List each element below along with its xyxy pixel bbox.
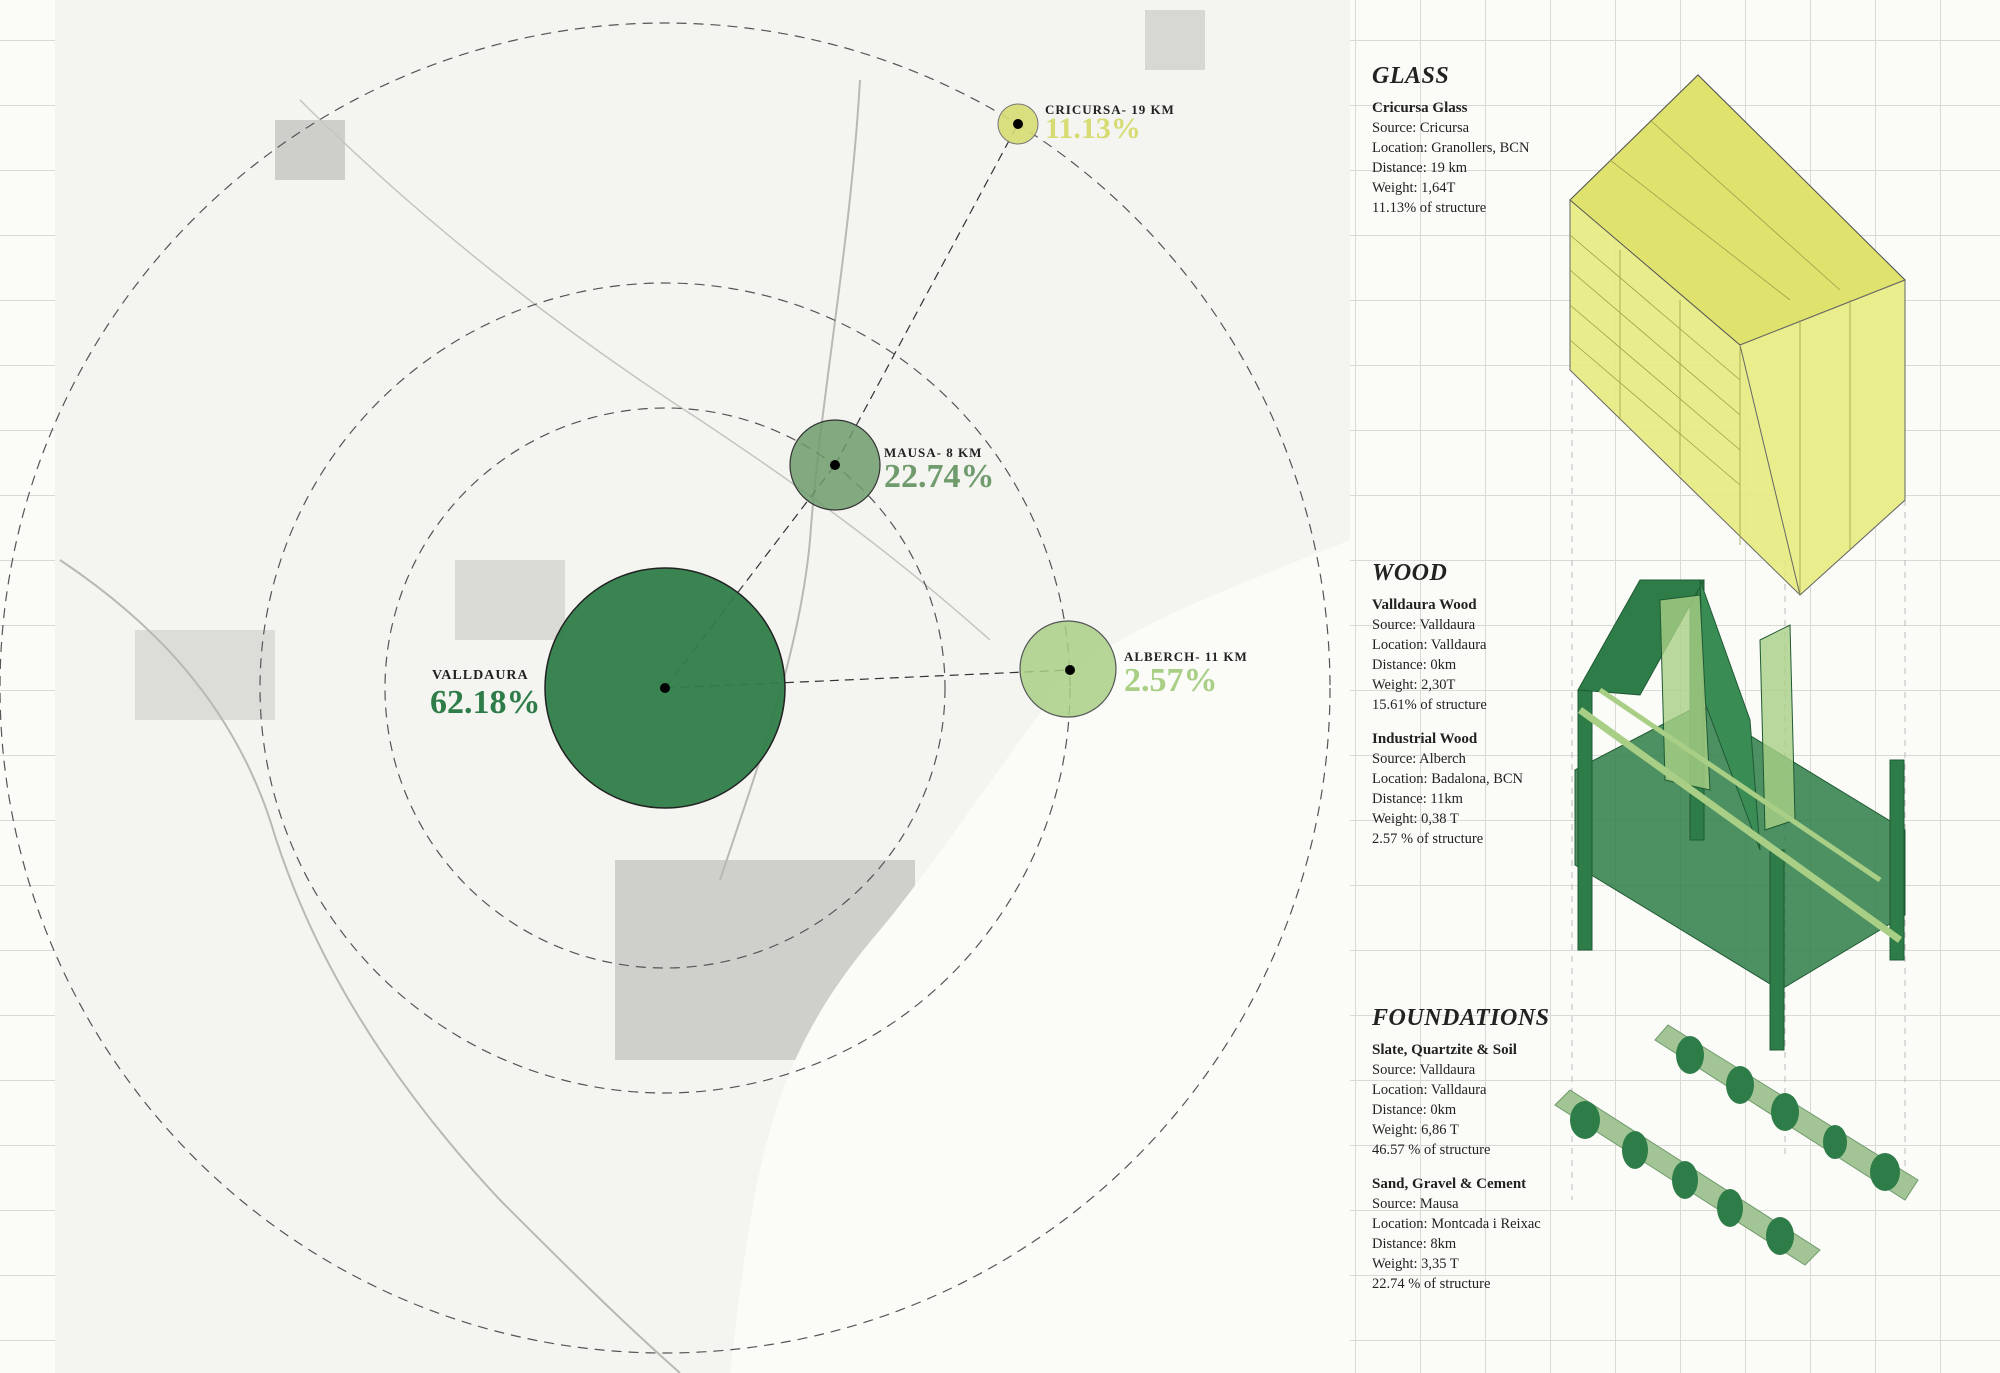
foundations-heading: FOUNDATIONS <box>1372 1005 1550 1031</box>
glass-item-title: Cricursa Glass <box>1372 100 1468 116</box>
wood-item-line: Weight: 0,38 T <box>1372 811 1459 827</box>
wood-item-title: Valldaura Wood <box>1372 597 1477 613</box>
wood-structure-drawing <box>1574 579 1906 1051</box>
alberch-dot <box>1065 665 1075 675</box>
urban-area <box>455 560 565 640</box>
glass-heading: GLASS <box>1372 63 1450 89</box>
distance-ring-outer <box>0 22 1331 1354</box>
wood-item-line: Distance: 0km <box>1372 657 1457 673</box>
alberch-percent: 2.57% <box>1124 662 1218 699</box>
wood-item-line: Weight: 2,30T <box>1372 677 1456 693</box>
valldaura-label: VALLDAURA <box>432 668 529 683</box>
glass-item: Cricursa Glass Source: Cricursa Location… <box>1372 98 1632 218</box>
glass-panel: GLASS Cricursa Glass Source: Cricursa Lo… <box>1372 63 1632 232</box>
wood-item: Valldaura Wood Source: Valldaura Locatio… <box>1372 595 1632 715</box>
foundations-drawing <box>1554 1024 1919 1266</box>
wood-item-line: Location: Valldaura <box>1372 637 1487 653</box>
glass-structure-drawing <box>1569 74 1906 596</box>
foundations-item-title: Slate, Quartzite & Soil <box>1372 1042 1517 1058</box>
wood-item-line: Source: Alberch <box>1372 751 1466 767</box>
road-line <box>299 99 991 641</box>
foundations-item-line: Source: Valldaura <box>1372 1062 1476 1078</box>
foundations-item-line: 22.74 % of structure <box>1372 1276 1491 1292</box>
mausa-percent: 22.74% <box>884 458 995 495</box>
foundations-item-line: Weight: 6,86 T <box>1372 1122 1459 1138</box>
foundations-item-line: Location: Montcada i Reixac <box>1372 1216 1541 1232</box>
foundations-item: Slate, Quartzite & Soil Source: Valldaur… <box>1372 1040 1632 1160</box>
foundations-item-line: 46.57 % of structure <box>1372 1142 1491 1158</box>
line-to-cricursa <box>834 123 1019 466</box>
urban-area <box>135 630 275 720</box>
foundations-item-line: Source: Mausa <box>1372 1196 1459 1212</box>
wood-heading: WOOD <box>1372 560 1448 586</box>
wood-item-title: Industrial Wood <box>1372 731 1478 747</box>
cricursa-percent: 11.13% <box>1045 112 1141 145</box>
foundations-item-title: Sand, Gravel & Cement <box>1372 1176 1527 1192</box>
mausa-label: MAUSA- 8 KM <box>884 445 983 460</box>
wood-item-line: Distance: 11km <box>1372 791 1463 807</box>
cricursa-dot <box>1013 119 1023 129</box>
alberch-label: ALBERCH- 11 KM <box>1124 649 1248 664</box>
glass-item-line: Distance: 19 km <box>1372 160 1468 176</box>
wood-item-line: Location: Badalona, BCN <box>1372 771 1524 787</box>
wood-item: Industrial Wood Source: Alberch Location… <box>1372 729 1632 849</box>
distance-ring-inner <box>384 407 946 969</box>
foundations-item-line: Distance: 8km <box>1372 1236 1457 1252</box>
glass-item-line: Location: Granollers, BCN <box>1372 140 1530 156</box>
wood-item-line: Source: Valldaura <box>1372 617 1476 633</box>
cricursa-label: CRICURSA- 19 KM <box>1045 102 1175 117</box>
mausa-dot <box>830 460 840 470</box>
foundations-panel: FOUNDATIONS Slate, Quartzite & Soil Sour… <box>1372 1005 1632 1308</box>
foundations-item-line: Weight: 3,35 T <box>1372 1256 1459 1272</box>
sea-area <box>730 540 1350 1373</box>
valldaura-dot <box>660 683 670 693</box>
urban-area <box>1145 10 1205 70</box>
glass-item-line: Source: Cricursa <box>1372 120 1470 136</box>
wood-item-line: 2.57 % of structure <box>1372 831 1484 847</box>
valldaura-percent: 62.18% <box>430 684 541 721</box>
foundations-item: Sand, Gravel & Cement Source: Mausa Loca… <box>1372 1174 1632 1294</box>
wood-item-line: 15.61% of structure <box>1372 697 1487 713</box>
foundations-item-line: Distance: 0km <box>1372 1102 1457 1118</box>
urban-area <box>275 120 345 180</box>
glass-item-line: 11.13% of structure <box>1372 200 1487 216</box>
foundations-item-line: Location: Valldaura <box>1372 1082 1487 1098</box>
wood-panel: WOOD Valldaura Wood Source: Valldaura Lo… <box>1372 560 1632 863</box>
glass-item-line: Weight: 1,64T <box>1372 180 1456 196</box>
river-line <box>59 559 681 1373</box>
